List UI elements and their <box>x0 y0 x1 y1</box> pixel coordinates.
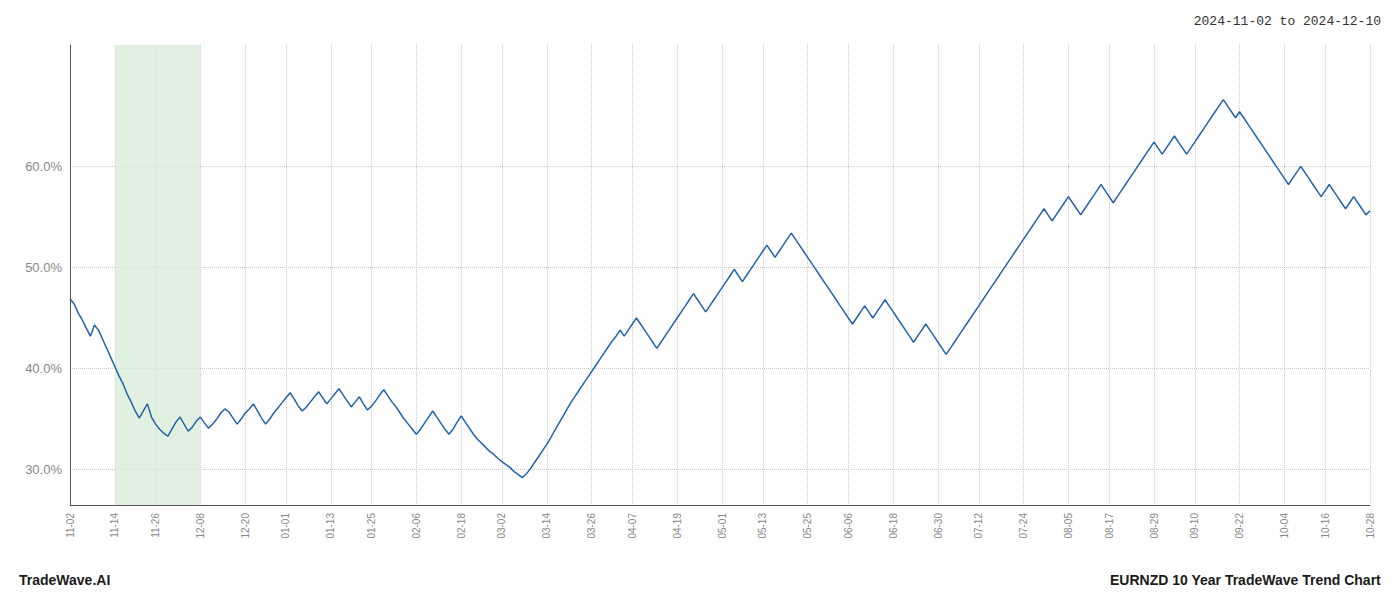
svg-text:06-18: 06-18 <box>888 513 899 539</box>
svg-text:09-10: 09-10 <box>1189 513 1200 539</box>
svg-text:09-22: 09-22 <box>1234 513 1245 539</box>
svg-text:08-17: 08-17 <box>1104 513 1115 539</box>
svg-text:05-25: 05-25 <box>802 513 813 539</box>
svg-text:10-04: 10-04 <box>1279 513 1290 539</box>
svg-text:11-14: 11-14 <box>109 513 120 538</box>
svg-text:03-14: 03-14 <box>541 513 552 539</box>
svg-text:12-08: 12-08 <box>195 513 206 539</box>
svg-text:11-26: 11-26 <box>150 513 161 538</box>
svg-text:04-07: 04-07 <box>627 513 638 539</box>
svg-text:08-05: 08-05 <box>1063 513 1074 539</box>
svg-text:06-30: 06-30 <box>933 513 944 539</box>
svg-text:10-16: 10-16 <box>1320 513 1331 539</box>
svg-text:01-13: 01-13 <box>325 513 336 539</box>
svg-text:04-19: 04-19 <box>672 513 683 539</box>
svg-text:08-29: 08-29 <box>1149 513 1160 539</box>
svg-text:40.0%: 40.0% <box>25 361 62 376</box>
svg-text:12-20: 12-20 <box>240 513 251 539</box>
svg-text:TradeWave.AI: TradeWave.AI <box>19 572 110 588</box>
svg-text:11-02: 11-02 <box>65 513 76 538</box>
svg-text:02-06: 02-06 <box>411 513 422 539</box>
svg-text:2024-11-02 to 2024-12-10: 2024-11-02 to 2024-12-10 <box>1194 14 1381 29</box>
svg-text:07-12: 07-12 <box>973 513 984 539</box>
svg-text:60.0%: 60.0% <box>25 159 62 174</box>
svg-text:03-26: 03-26 <box>586 513 597 539</box>
svg-text:06-06: 06-06 <box>843 513 854 539</box>
svg-text:02-18: 02-18 <box>456 513 467 539</box>
svg-text:03-02: 03-02 <box>496 513 507 539</box>
svg-text:01-01: 01-01 <box>280 513 291 539</box>
svg-text:01-25: 01-25 <box>366 513 377 539</box>
svg-text:EURNZD 10 Year TradeWave Trend: EURNZD 10 Year TradeWave Trend Chart <box>1110 572 1381 588</box>
svg-text:05-01: 05-01 <box>717 513 728 539</box>
svg-text:07-24: 07-24 <box>1018 513 1029 539</box>
svg-text:10-28: 10-28 <box>1365 513 1376 539</box>
svg-text:05-13: 05-13 <box>757 513 768 539</box>
svg-text:30.0%: 30.0% <box>25 462 62 477</box>
svg-text:50.0%: 50.0% <box>25 260 62 275</box>
